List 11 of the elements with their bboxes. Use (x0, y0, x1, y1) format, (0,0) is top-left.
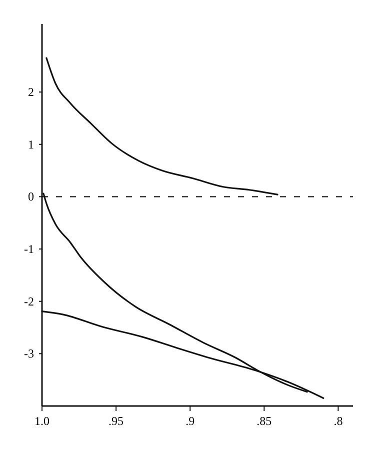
y-tick-label: 2 (28, 85, 34, 100)
y-tick-label: -3 (24, 346, 34, 361)
y-tick-label: -2 (24, 294, 34, 308)
x-tick-label: .9 (186, 414, 195, 428)
y-tick-label: 1 (28, 137, 34, 152)
y-tick-label: -1 (24, 242, 34, 256)
x-tick-label: .8 (334, 414, 343, 428)
x-tick-label: 1.0 (34, 414, 50, 428)
x-tick-label: .95 (108, 414, 124, 428)
y-tick-label: 0 (28, 190, 34, 204)
x-tick-label: .85 (256, 414, 272, 428)
